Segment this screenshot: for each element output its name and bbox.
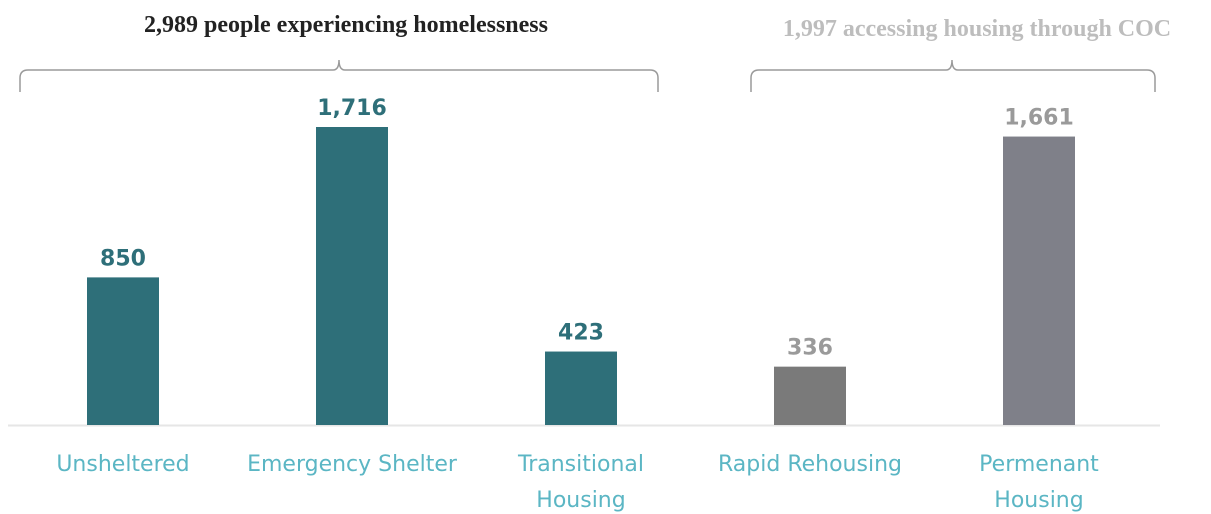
bar-1 xyxy=(316,127,388,425)
value-label-2: 423 xyxy=(558,321,604,346)
group-brackets xyxy=(19,59,1156,92)
category-label-4: Permenant Housing xyxy=(979,452,1099,513)
value-label-4: 1,661 xyxy=(1004,106,1074,131)
category-label-3: Rapid Rehousing xyxy=(718,452,902,477)
group-title-1: 1,997 accessing housing through COC xyxy=(783,16,1171,42)
bar-4 xyxy=(1003,136,1075,426)
value-label-3: 336 xyxy=(787,336,833,361)
group-titles: 2,989 people experiencing homelessness 1,… xyxy=(144,12,1171,42)
group-bracket-1 xyxy=(750,59,1156,92)
category-labels: Unsheltered Emergency Shelter Transitional… xyxy=(56,452,1099,513)
category-label-1: Emergency Shelter xyxy=(247,452,458,477)
value-labels: 850 1,716 423 336 1,661 xyxy=(100,96,1074,361)
bar-0 xyxy=(87,277,159,425)
bar-3 xyxy=(774,366,846,425)
category-label-0: Unsheltered xyxy=(56,452,189,477)
category-label-2: Transitional Housing xyxy=(517,452,644,513)
bars xyxy=(87,127,1075,426)
bar-2 xyxy=(545,351,617,425)
value-label-0: 850 xyxy=(100,246,146,271)
group-title-0: 2,989 people experiencing homelessness xyxy=(144,12,548,38)
value-label-1: 1,716 xyxy=(317,96,387,121)
group-bracket-0 xyxy=(19,59,659,92)
